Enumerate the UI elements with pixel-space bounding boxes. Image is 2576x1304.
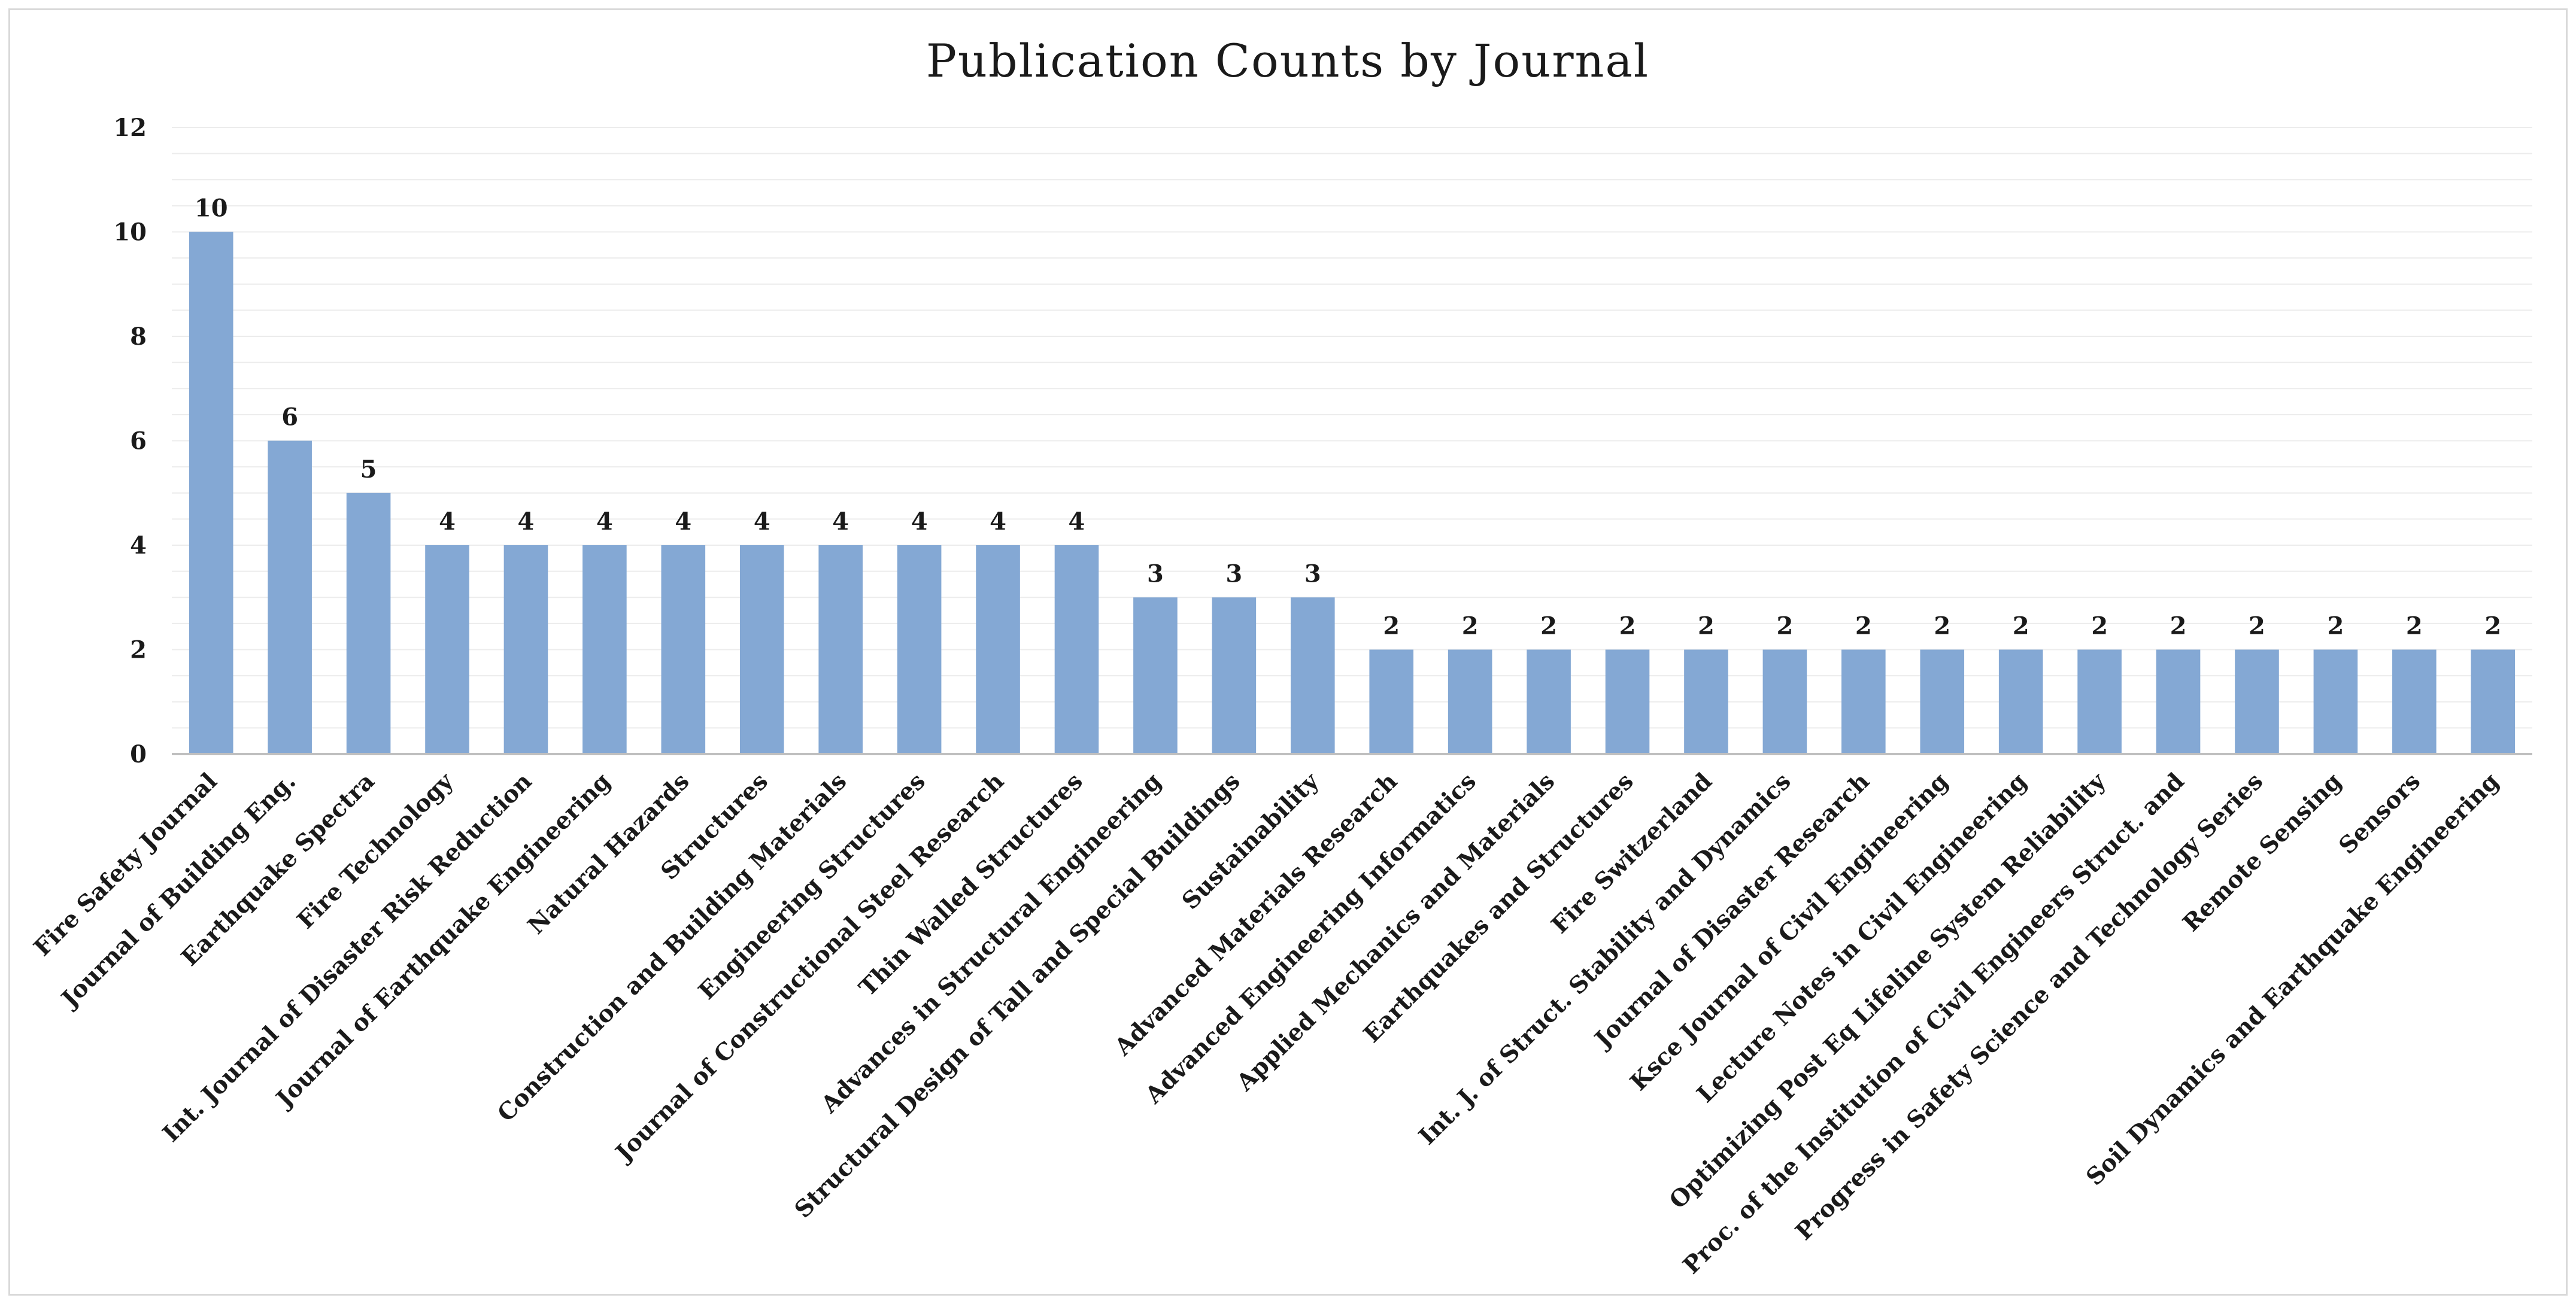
value-label: 4 xyxy=(439,507,456,536)
value-label: 2 xyxy=(2170,612,2187,640)
value-label: 2 xyxy=(1383,612,1400,640)
bar xyxy=(818,545,863,754)
value-label: 2 xyxy=(2249,612,2265,640)
bar xyxy=(1369,649,1414,754)
value-labels: 10 6 5 4 4 4 4 4 4 4 4 4 3 3 3 2 2 2 2 2 2 2 2 2 2 2 2 2 2 2 xyxy=(195,194,2501,640)
bar xyxy=(425,545,469,754)
bar xyxy=(2077,649,2122,754)
y-axis-ticks: 0 2 4 6 8 10 12 xyxy=(113,114,147,768)
value-label: 3 xyxy=(1225,560,1242,588)
bar xyxy=(582,545,627,754)
value-label: 2 xyxy=(2327,612,2344,640)
category-label: Int. J. of Struct. Stability and Dynamic… xyxy=(1413,768,1797,1151)
chart-title: Publication Counts by Journal xyxy=(926,34,1649,87)
bar xyxy=(1054,545,1099,754)
value-label: 2 xyxy=(1698,612,1715,640)
bar xyxy=(1605,649,1650,754)
value-label: 4 xyxy=(518,507,535,536)
value-label: 2 xyxy=(1462,612,1479,640)
value-label: 2 xyxy=(1540,612,1557,640)
grid-lines xyxy=(172,127,2532,729)
bar xyxy=(346,493,391,754)
value-label: 2 xyxy=(2013,612,2029,640)
bar xyxy=(268,440,312,754)
bar xyxy=(503,545,548,754)
bar xyxy=(1212,597,1257,754)
value-label: 2 xyxy=(1776,612,1793,640)
category-label: Int. Journal of Disaster Risk Reduction xyxy=(157,768,538,1148)
bar xyxy=(1448,649,1492,754)
bar xyxy=(661,545,706,754)
value-label: 2 xyxy=(2091,612,2108,640)
bar xyxy=(1684,649,1728,754)
value-label: 6 xyxy=(281,403,298,431)
bar xyxy=(1998,649,2043,754)
bar xyxy=(2392,649,2437,754)
value-label: 5 xyxy=(360,455,377,484)
value-label: 10 xyxy=(195,194,228,223)
bar xyxy=(189,232,233,754)
bar xyxy=(1133,597,1178,754)
bar xyxy=(739,545,784,754)
value-label: 4 xyxy=(596,507,613,536)
value-label: 4 xyxy=(832,507,849,536)
bar xyxy=(1762,649,1807,754)
category-label: Advanced Materials Research xyxy=(1109,768,1403,1062)
value-label: 4 xyxy=(675,507,691,536)
value-label: 3 xyxy=(1147,560,1164,588)
value-label: 4 xyxy=(911,507,928,536)
bar xyxy=(2471,649,2516,754)
y-tick-label: 10 xyxy=(113,218,147,247)
bar xyxy=(1841,649,1886,754)
bar xyxy=(1527,649,1571,754)
bar xyxy=(1920,649,1965,754)
value-label: 2 xyxy=(1855,612,1872,640)
bars xyxy=(189,232,2516,754)
bar xyxy=(1290,597,1335,754)
y-tick-label: 6 xyxy=(130,427,147,455)
value-label: 2 xyxy=(2406,612,2423,640)
value-label: 2 xyxy=(2484,612,2501,640)
y-tick-label: 2 xyxy=(130,636,147,664)
y-tick-label: 0 xyxy=(130,740,147,768)
bar xyxy=(2313,649,2358,754)
value-label: 2 xyxy=(1619,612,1636,640)
y-tick-label: 8 xyxy=(130,323,147,351)
bar xyxy=(2156,649,2201,754)
category-label: Sustainability xyxy=(1176,767,1324,915)
category-label: Journal of Disaster Research xyxy=(1588,768,1875,1054)
value-label: 4 xyxy=(1069,507,1085,536)
value-label: 4 xyxy=(754,507,770,536)
value-label: 3 xyxy=(1304,560,1321,588)
y-tick-label: 12 xyxy=(113,114,147,142)
bar xyxy=(2235,649,2279,754)
bar xyxy=(897,545,942,754)
y-tick-label: 4 xyxy=(130,531,147,560)
value-label: 4 xyxy=(990,507,1006,536)
bar xyxy=(976,545,1020,754)
value-label: 2 xyxy=(1934,612,1950,640)
category-label: Proc. of the Institution of Civil Engine… xyxy=(1677,768,2189,1279)
